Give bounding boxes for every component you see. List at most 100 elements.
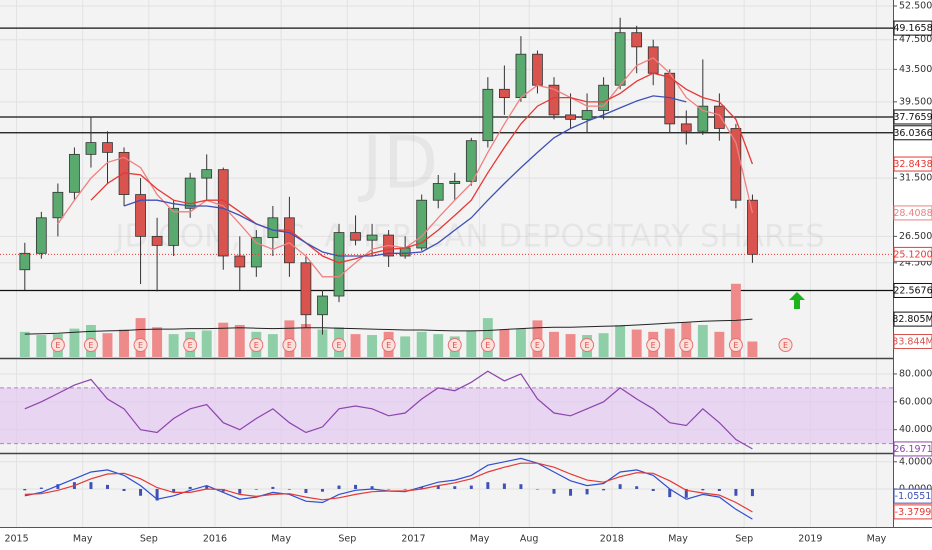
histogram-bar [221,488,225,492]
candle-body [614,32,626,86]
histogram-bar [535,488,539,490]
value-box [893,20,932,36]
candle-body [317,295,328,316]
histogram-bar [354,484,358,489]
candle-body [449,180,461,184]
histogram-bar [188,486,192,489]
up-arrow [789,292,805,309]
volume-bar [598,333,609,357]
candle-body [432,183,444,201]
histogram-bar [585,488,589,495]
candle-body [499,88,510,99]
y-tick-label: 4.0000 [899,456,932,467]
histogram-bar [717,488,721,491]
candle-body [151,235,163,246]
value-box [893,156,932,172]
earnings-label: E [733,341,738,350]
value-box [893,282,932,298]
candle-body [300,262,312,316]
volume-bar [515,328,526,357]
value-box [893,125,932,141]
volume-bar [631,329,642,357]
histogram-bar [205,485,209,489]
histogram-bar [172,488,176,493]
x-tick-label: May [668,534,688,545]
volume-bar [367,335,378,357]
earnings-marker [480,338,495,352]
candle-body [350,232,361,241]
x-tick-label: Sep [735,534,753,545]
x-tick-label: Sep [140,534,158,545]
x-tick-label: 2018 [600,534,624,545]
histogram-bar [734,488,738,496]
earnings-label: E [138,341,143,350]
volume-bar [135,318,146,357]
earnings-label: E [535,341,540,350]
earnings-label: E [254,341,259,350]
value-box-label: 33.844M [892,337,932,348]
earnings-marker [447,338,462,352]
candle-body [52,191,64,219]
candle-body [714,105,725,129]
histogram-bar [684,488,688,498]
moving-average [90,72,754,264]
value-box [893,109,932,125]
volume-bar [466,330,477,357]
candle-body [532,53,543,86]
y-tick-label: 26.5000 [899,231,932,242]
x-tick-label: May [271,534,291,545]
volume-bar [400,336,411,357]
volume-bar [218,322,229,357]
volume-bar [482,318,493,357]
volume-bar [69,328,80,357]
earnings-label: E [684,341,689,350]
value-box [893,334,932,350]
histogram-bar [750,488,754,497]
histogram-bar [453,486,457,489]
volume-bar [102,333,113,357]
histogram-bar [668,488,672,498]
histogram-bar [635,486,639,489]
volume-bar [168,334,179,357]
candle-body [135,194,146,237]
x-tick-label: 2017 [401,534,425,545]
x-tick-label: 2015 [4,534,28,545]
histogram-bar [89,482,93,489]
histogram-bar [238,488,242,494]
y-tick-label: 31.5000 [899,173,932,184]
histogram-bar [502,483,506,489]
value-box [893,488,932,504]
earnings-marker [728,338,743,352]
candle-body [217,169,229,257]
candle-body [416,199,428,249]
candle-body [598,84,609,111]
earnings-marker [778,338,793,352]
candle-body [730,128,742,201]
candle-body [631,32,643,48]
histogram-bar [337,485,341,489]
value-box [893,205,932,221]
histogram-bar [254,488,258,490]
x-tick-label: May [73,534,93,545]
indicator-line [24,462,753,513]
earnings-marker [646,338,661,352]
volume-bar [499,329,510,357]
earnings-label: E [783,341,788,350]
y-tick-label: 39.5000 [899,96,932,107]
volume-bar [433,334,444,357]
volume-ma-line [24,318,753,335]
volume-bar [697,324,708,357]
moving-average [123,95,687,257]
earnings-marker [249,338,264,352]
histogram-bar [370,486,374,489]
histogram-bar [436,485,440,489]
histogram-bar [552,488,556,494]
value-box-label: 32.8438 [893,159,932,170]
earnings-marker [133,338,148,352]
candle-body [581,110,593,120]
candle-body [85,142,97,155]
earnings-label: E [485,341,490,350]
candle-body [267,217,279,239]
